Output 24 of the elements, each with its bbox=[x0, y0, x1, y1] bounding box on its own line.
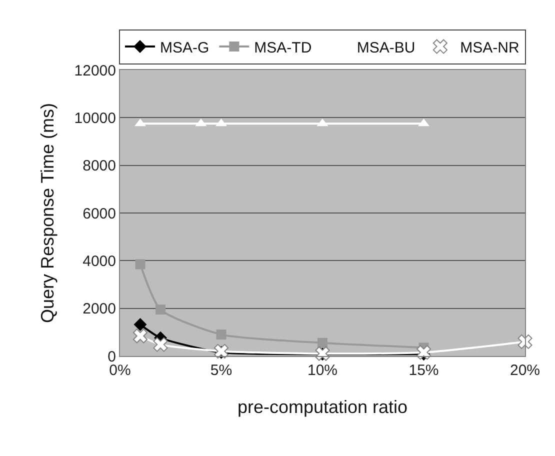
y-tick-label: 8000 bbox=[82, 158, 116, 175]
point bbox=[156, 304, 166, 315]
point bbox=[318, 338, 328, 348]
legend-label: MSA-G bbox=[160, 39, 210, 56]
y-tick-label: 4000 bbox=[82, 252, 116, 270]
point bbox=[132, 328, 148, 344]
x-tick-label: 15% bbox=[408, 362, 439, 379]
point bbox=[134, 318, 147, 332]
y-tick-label: 6000 bbox=[82, 205, 116, 222]
y-tick-label: 10000 bbox=[74, 110, 116, 127]
point bbox=[518, 334, 532, 349]
y-tick-label: 12000 bbox=[74, 62, 116, 80]
x-tick-label: 5% bbox=[210, 362, 232, 379]
legend-label: MSA-TD bbox=[254, 39, 312, 56]
y-axis-title: Query Response Time (ms) bbox=[37, 102, 58, 324]
x-tick-label: 10% bbox=[307, 362, 338, 379]
text: MSA-BU bbox=[356, 39, 416, 56]
x-axis-title: pre-computation ratio bbox=[237, 397, 408, 418]
point bbox=[216, 330, 226, 340]
point bbox=[153, 337, 168, 352]
y-tick-label: 2000 bbox=[82, 300, 116, 318]
legend-label: MSA-NR bbox=[460, 39, 520, 56]
point bbox=[135, 259, 146, 270]
x-tick-label: 20% bbox=[510, 362, 540, 379]
